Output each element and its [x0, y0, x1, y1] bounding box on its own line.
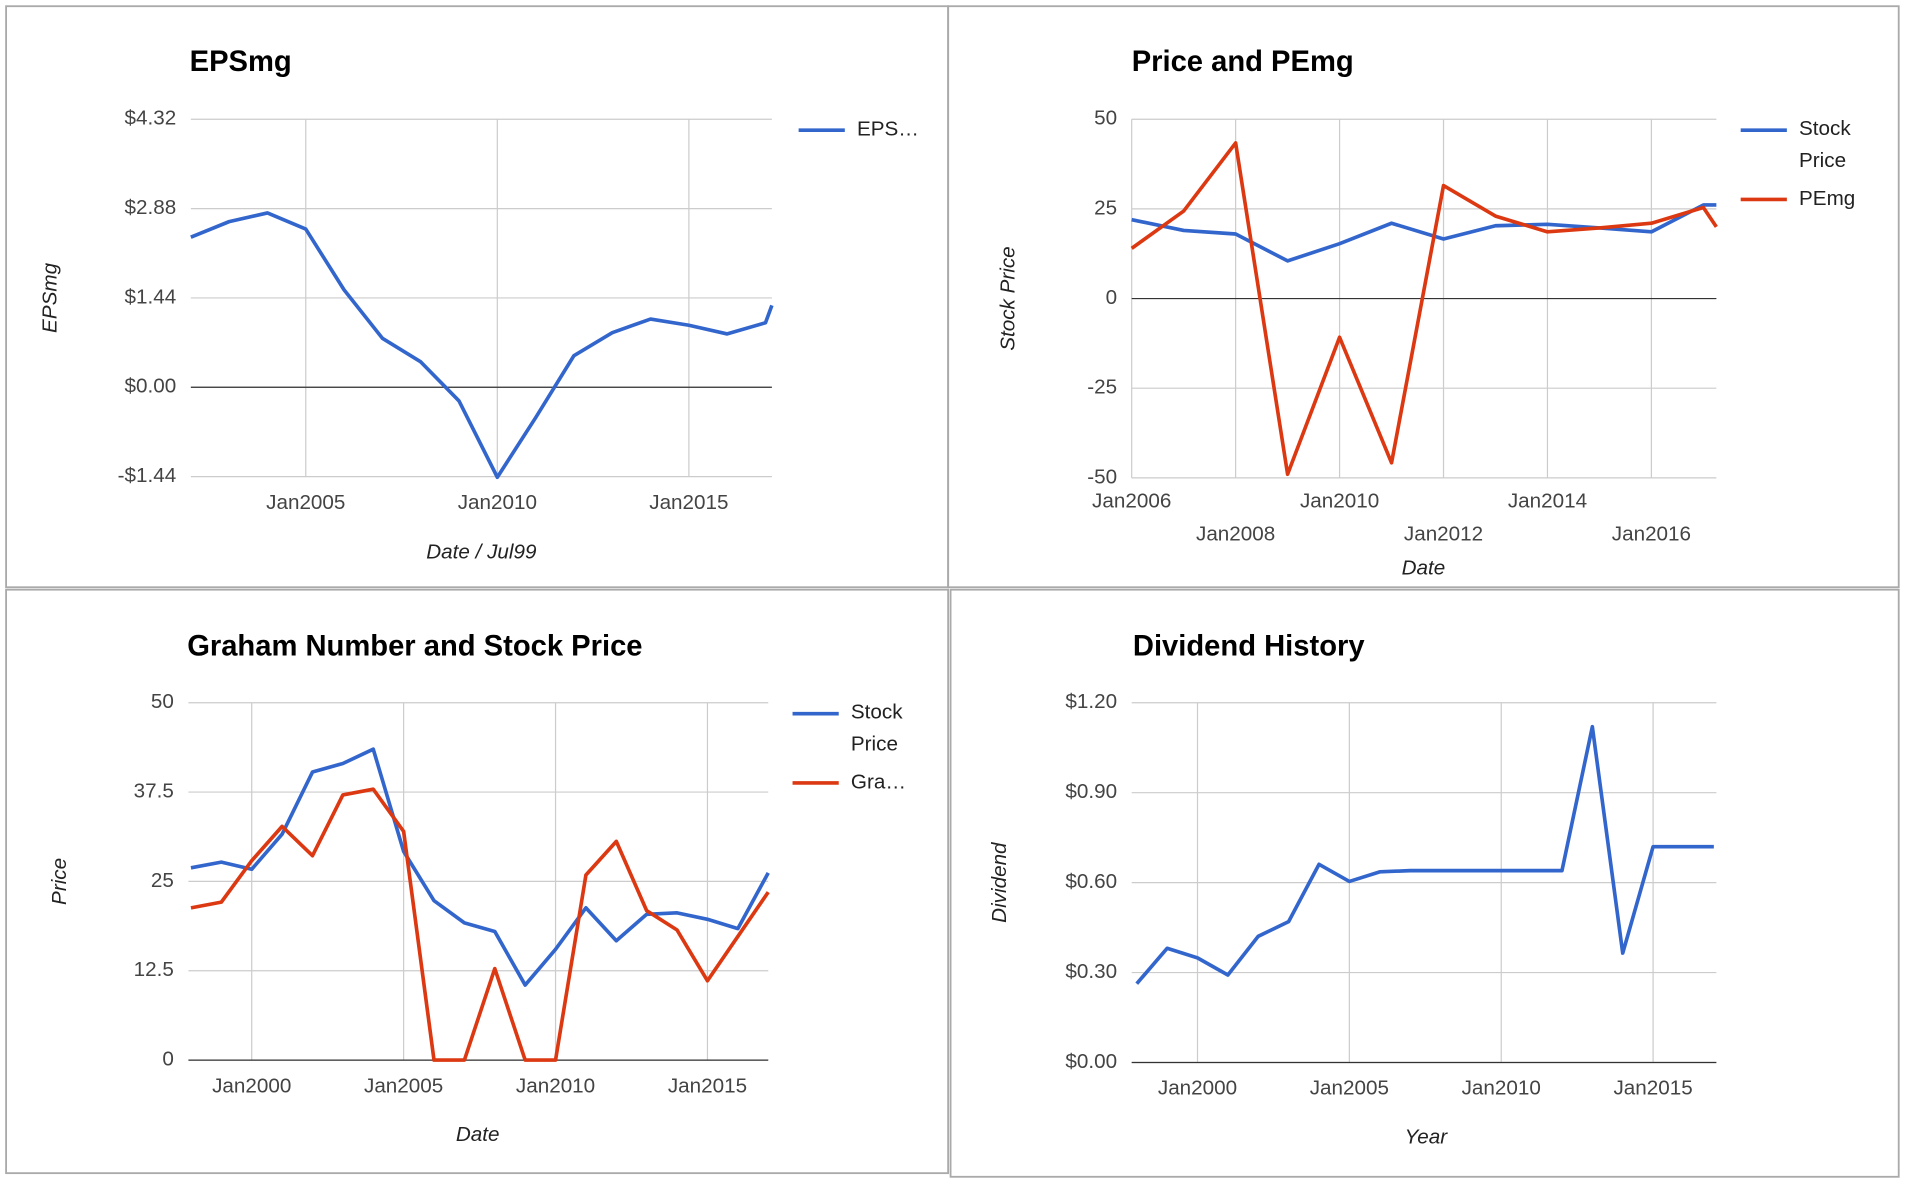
y-tick-label: $0.00: [1065, 1050, 1117, 1073]
chart-title: Price and PEmg: [1132, 46, 1354, 78]
y-tick-label: $0.00: [125, 375, 177, 398]
y-tick-label: -$1.44: [118, 464, 177, 487]
y-tick-label: -50: [1087, 465, 1117, 488]
x-tick-label: Jan2000: [212, 1074, 291, 1097]
legend-label: EPS…: [857, 118, 919, 141]
y-tick-label: 0: [162, 1048, 174, 1071]
y-axis-title: Dividend: [988, 841, 1011, 923]
y-tick-label: $1.20: [1065, 690, 1117, 713]
y-tick-label: 0: [1106, 286, 1117, 309]
x-axis-title: Date: [1402, 556, 1446, 579]
x-tick-label: Jan2015: [1613, 1077, 1692, 1100]
x-tick-label: Jan2010: [458, 491, 537, 514]
y-tick-label: $0.60: [1065, 870, 1117, 893]
y-axis-title: EPSmg: [39, 262, 62, 333]
x-axis-title: Date: [456, 1123, 500, 1146]
y-tick-label: 25: [1094, 196, 1117, 219]
x-tick-label: Jan2010: [1300, 490, 1379, 513]
series-line: [1130, 141, 1718, 477]
y-axis-title: Stock Price: [996, 246, 1019, 350]
legend-label: Gra…: [851, 770, 906, 793]
x-axis-title: Date / Jul99: [426, 541, 537, 564]
legend-label: Stock Price: [851, 701, 903, 756]
y-axis-title: Price: [48, 858, 71, 905]
x-tick-label: Jan2005: [266, 491, 345, 514]
series-line: [190, 211, 774, 480]
x-tick-label: Jan2015: [649, 491, 728, 514]
chart-title: EPSmg: [190, 46, 292, 78]
x-tick-label: Jan2012: [1404, 522, 1483, 545]
y-tick-label: $0.30: [1065, 960, 1117, 983]
x-tick-label: Jan2008: [1196, 522, 1275, 545]
panel: [947, 5, 1900, 589]
series-line: [1135, 724, 1714, 985]
series-line: [1131, 203, 1717, 263]
y-tick-label: $4.32: [125, 107, 177, 130]
x-tick-label: Jan2005: [364, 1074, 443, 1097]
panel: [5, 588, 950, 1175]
panel: [949, 588, 1900, 1178]
y-tick-label: $1.44: [125, 285, 177, 308]
x-tick-label: Jan2015: [668, 1074, 747, 1097]
x-tick-label: Jan2005: [1310, 1077, 1389, 1100]
x-tick-label: Jan2016: [1612, 522, 1691, 545]
x-tick-label: Jan2006: [1092, 490, 1171, 513]
x-tick-label: Jan2014: [1508, 490, 1587, 513]
series-line: [190, 747, 770, 987]
x-axis-title: Year: [1405, 1125, 1449, 1148]
series-line: [190, 787, 770, 1062]
legend-label: PEmg: [1799, 187, 1855, 210]
chart-title: Graham Number and Stock Price: [187, 631, 642, 663]
legend-label: Stock Price: [1799, 118, 1851, 173]
chart-title: Dividend History: [1133, 631, 1365, 663]
y-tick-label: 50: [1094, 107, 1117, 130]
y-tick-label: $0.90: [1065, 780, 1117, 803]
y-tick-label: 37.5: [134, 780, 174, 803]
y-tick-label: 12.5: [134, 958, 174, 981]
x-tick-label: Jan2010: [516, 1074, 595, 1097]
x-tick-label: Jan2000: [1158, 1077, 1237, 1100]
y-tick-label: 25: [151, 869, 174, 892]
x-tick-label: Jan2010: [1462, 1077, 1541, 1100]
y-tick-label: $2.88: [125, 196, 177, 219]
y-tick-label: 50: [151, 690, 174, 713]
y-tick-label: -25: [1087, 376, 1117, 399]
